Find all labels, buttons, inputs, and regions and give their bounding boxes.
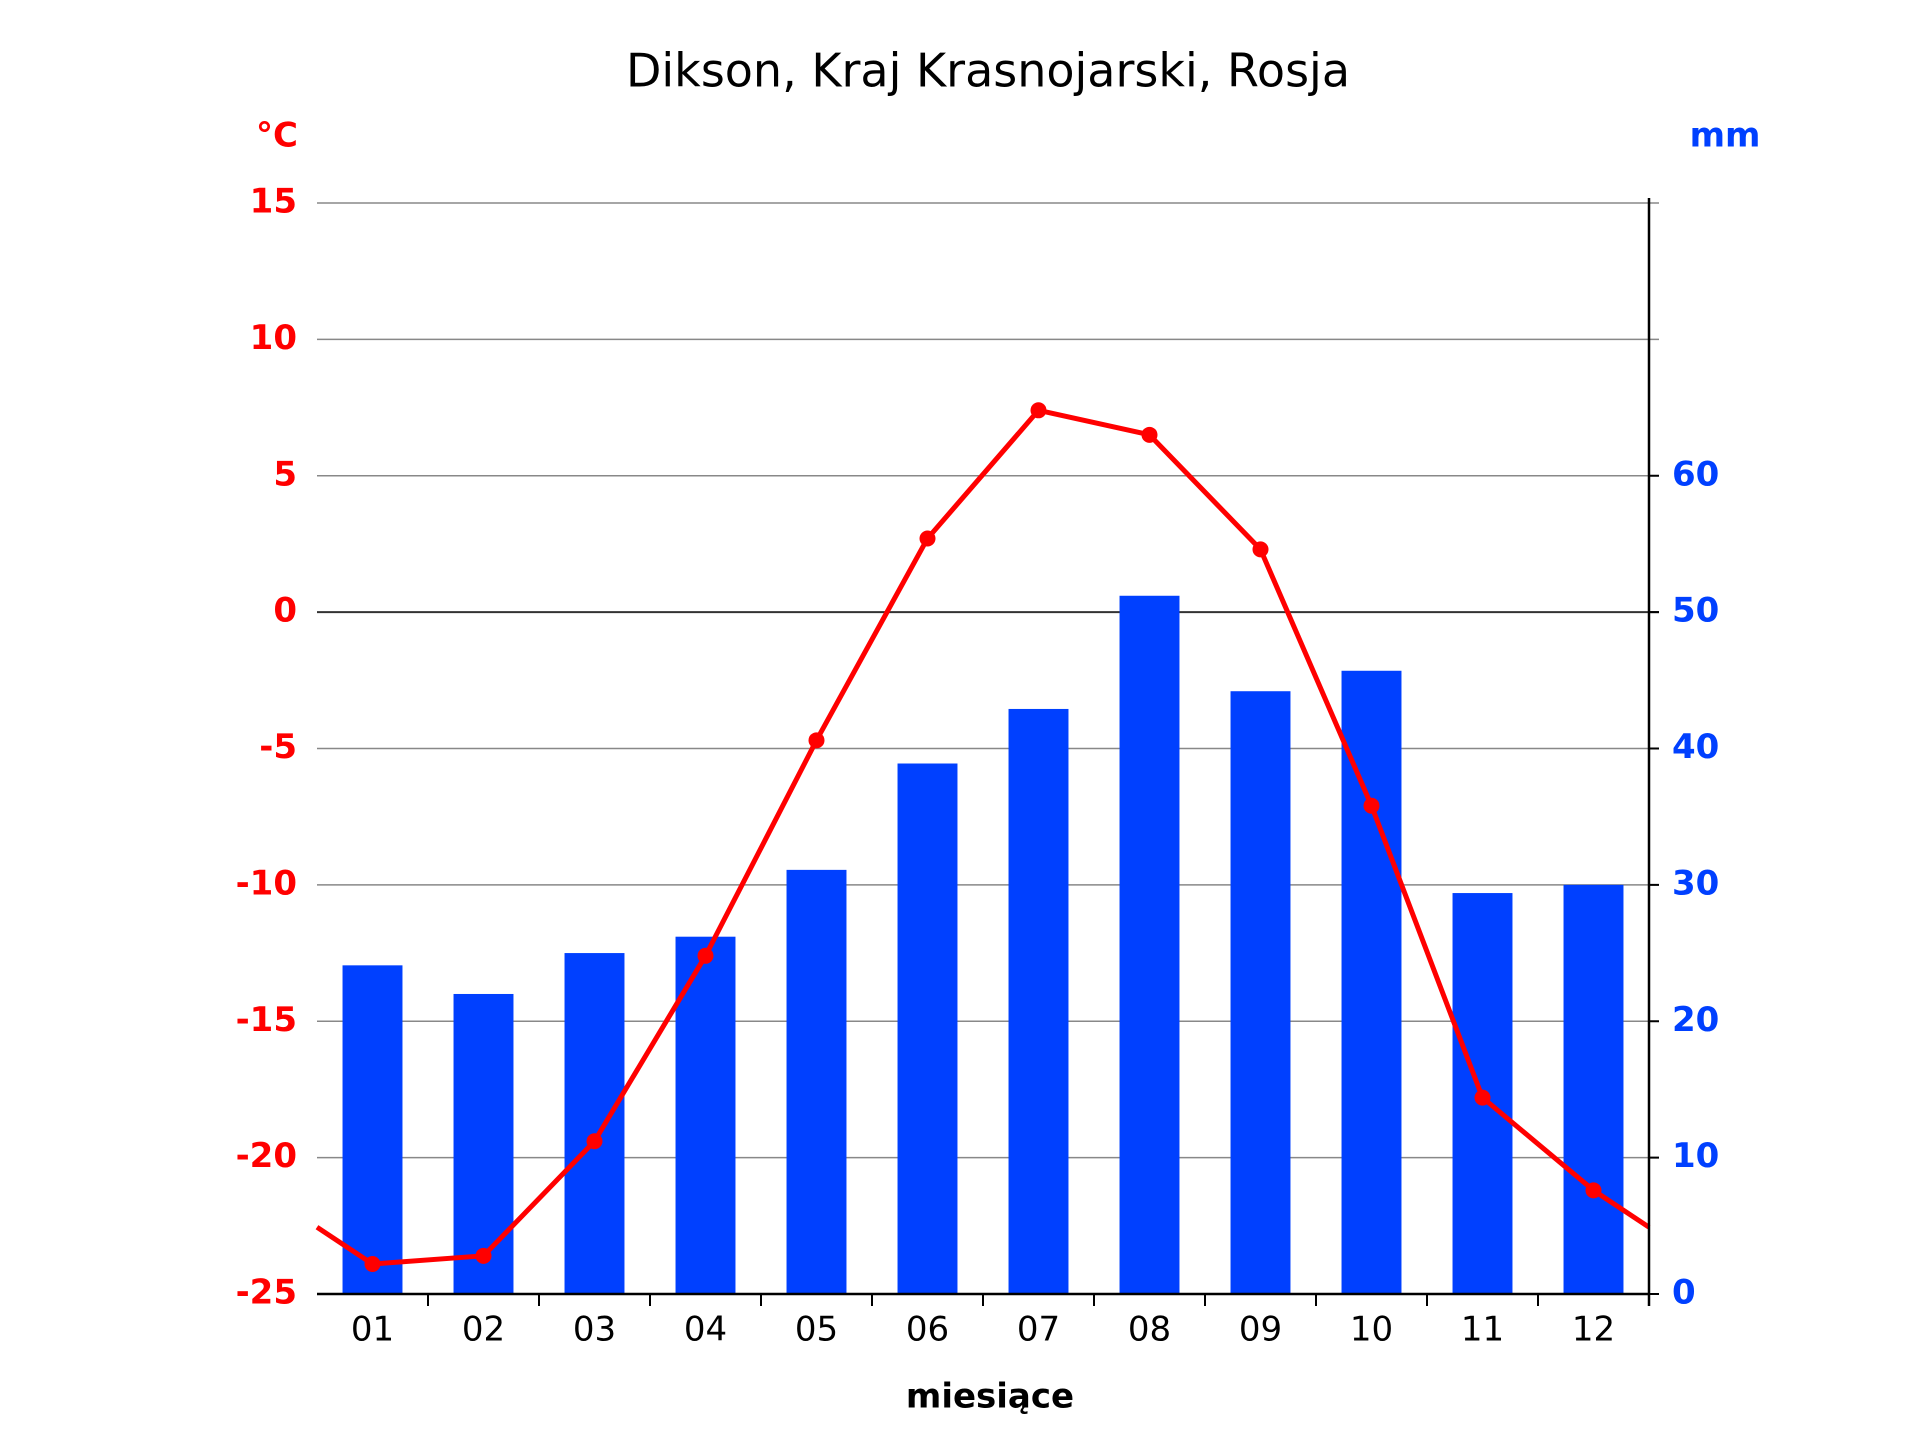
y-axis-label: °C — [256, 116, 298, 156]
bar — [897, 763, 958, 1294]
point — [475, 1247, 492, 1264]
y2-tick-label: 30 — [1672, 863, 1719, 903]
point — [1252, 541, 1269, 558]
point — [919, 530, 936, 547]
y2-tick-label: 10 — [1672, 1136, 1719, 1176]
x-tick-label: 11 — [1461, 1310, 1504, 1350]
y-tick-label: 10 — [250, 318, 297, 358]
bar — [1563, 884, 1624, 1294]
point — [697, 947, 714, 964]
y2-tick-label: 0 — [1672, 1273, 1696, 1313]
x-tick-label: 10 — [1350, 1310, 1393, 1350]
bar — [1341, 670, 1402, 1294]
x-tick-label: 12 — [1572, 1310, 1615, 1350]
x-tick-label: 09 — [1239, 1310, 1282, 1350]
point — [364, 1255, 381, 1272]
bar — [1008, 708, 1069, 1294]
line-wrap — [315, 1225, 374, 1267]
y-tick-label: -15 — [236, 1000, 297, 1040]
x-tick-label: 07 — [1017, 1310, 1060, 1350]
bar — [786, 869, 847, 1294]
bar — [342, 965, 403, 1294]
y-tick-label: -20 — [236, 1136, 297, 1176]
x-tick-label: 03 — [573, 1310, 616, 1350]
x-tick-label: 08 — [1128, 1310, 1171, 1350]
y-tick-label: -5 — [259, 727, 297, 767]
y-tick-label: -10 — [236, 863, 297, 903]
x-axis-label: miesiące — [906, 1377, 1074, 1417]
point — [586, 1133, 603, 1150]
y-tick-label: -25 — [236, 1273, 297, 1313]
y-tick-label: 5 — [273, 454, 297, 494]
y-tick-label: 15 — [250, 182, 297, 222]
bar — [1230, 691, 1291, 1294]
bar — [1119, 595, 1180, 1294]
y-tick-label: 0 — [273, 591, 297, 631]
y2-axis-label: mm — [1690, 116, 1761, 156]
bar — [564, 953, 625, 1294]
y2-tick-label: 50 — [1672, 591, 1719, 631]
point — [808, 732, 825, 749]
line — [372, 407, 1596, 1267]
x-tick-label: 04 — [684, 1310, 727, 1350]
bar — [453, 993, 514, 1294]
x-tick-label: 01 — [351, 1310, 394, 1350]
x-tick-label: 06 — [906, 1310, 949, 1350]
line-wrap — [1592, 1188, 1651, 1230]
point — [1030, 402, 1047, 419]
point — [1141, 426, 1158, 443]
bar — [675, 936, 736, 1294]
y2-tick-label: 20 — [1672, 1000, 1719, 1040]
point — [1474, 1089, 1491, 1106]
point — [1363, 797, 1380, 814]
chart-title: Dikson, Kraj Krasnojarski, Rosja — [626, 44, 1350, 98]
y2-tick-label: 60 — [1672, 454, 1719, 494]
y2-tick-label: 40 — [1672, 727, 1719, 767]
point — [1585, 1182, 1602, 1199]
x-tick-label: 02 — [462, 1310, 505, 1350]
x-tick-label: 05 — [795, 1310, 838, 1350]
